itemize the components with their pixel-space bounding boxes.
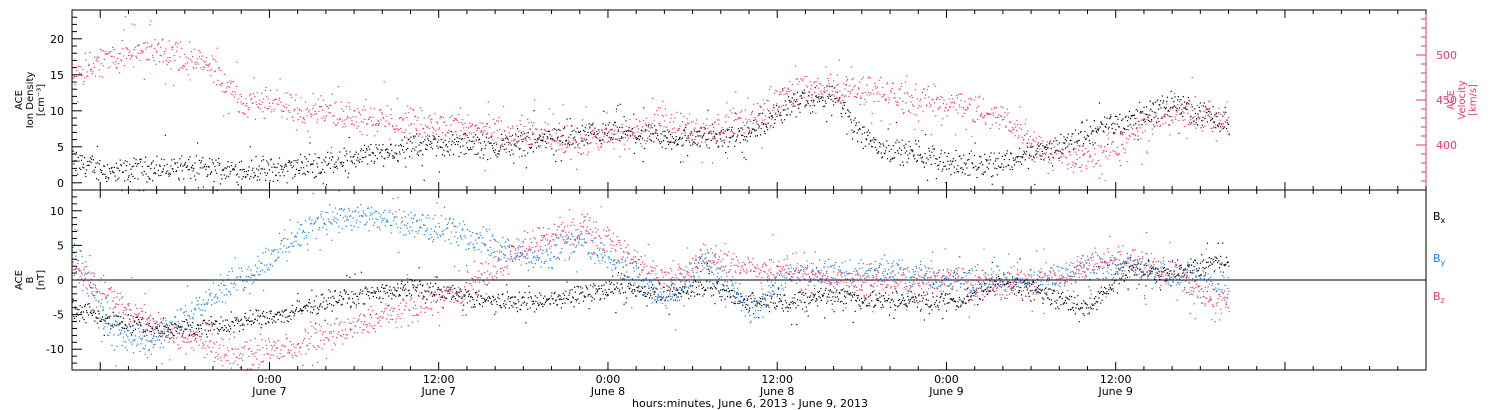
- density-axis-label-line: ACE: [14, 90, 25, 110]
- x-tick-time: 12:00: [423, 373, 455, 386]
- b-axis-label: ACE B [nT]: [14, 270, 47, 290]
- b-tick-label: -5: [53, 309, 64, 322]
- x-tick-time: 0:00: [596, 373, 621, 386]
- x-tick-time: 12:00: [761, 373, 793, 386]
- velocity-tick-label: 500: [1436, 49, 1457, 62]
- velocity-tick-label: 450: [1436, 94, 1457, 107]
- velocity-series: [72, 16, 1230, 192]
- b-tick-label: 0: [57, 274, 64, 287]
- x-axis-label: hours:minutes, June 6, 2013 - June 9, 20…: [632, 397, 868, 410]
- legend-bx: Bx: [1433, 210, 1446, 225]
- x-tick-date: June 7: [420, 385, 455, 398]
- legend-bz: Bz: [1433, 290, 1445, 305]
- density-axis-label-line: Ion Density: [25, 72, 36, 129]
- x-tick-time: 12:00: [1100, 373, 1132, 386]
- x-tick-date: June 8: [590, 385, 625, 398]
- x-tick-date: June 7: [251, 385, 286, 398]
- velocity-axis-label-line: [km/s]: [1468, 84, 1479, 116]
- b-axis-label-line: B: [25, 276, 36, 283]
- by-series: [72, 190, 1230, 372]
- density-tick-label: 15: [50, 69, 64, 82]
- bz-series: [72, 206, 1230, 372]
- velocity-axis-label-line: ACE: [1446, 90, 1457, 110]
- density-tick-label: 10: [50, 105, 64, 118]
- b-tick-label: -10: [46, 343, 64, 356]
- x-tick-date: June 9: [928, 385, 963, 398]
- x-tick-date: June 9: [1097, 385, 1132, 398]
- velocity-axis-label: ACE Velocity [km/s]: [1446, 80, 1479, 119]
- density-series: [72, 83, 1230, 192]
- x-tick-date: June 8: [759, 385, 794, 398]
- density-axis-label-line: [cm⁻³]: [36, 84, 47, 116]
- density-tick-label: 0: [57, 177, 64, 190]
- velocity-tick-label: 400: [1436, 139, 1457, 152]
- velocity-axis-label-line: Velocity: [1457, 80, 1468, 119]
- b-axis-label-line: [nT]: [36, 270, 47, 290]
- b-tick-label: 5: [57, 239, 64, 252]
- legend-by: By: [1433, 252, 1446, 267]
- density-tick-label: 5: [57, 141, 64, 154]
- x-tick-time: 0:00: [257, 373, 282, 386]
- x-tick-time: 0:00: [934, 373, 959, 386]
- b-axis-label-line: ACE: [14, 270, 25, 290]
- density-axis-label: ACE Ion Density [cm⁻³]: [14, 72, 47, 129]
- density-tick-label: 20: [50, 33, 64, 46]
- b-tick-label: 10: [50, 205, 64, 218]
